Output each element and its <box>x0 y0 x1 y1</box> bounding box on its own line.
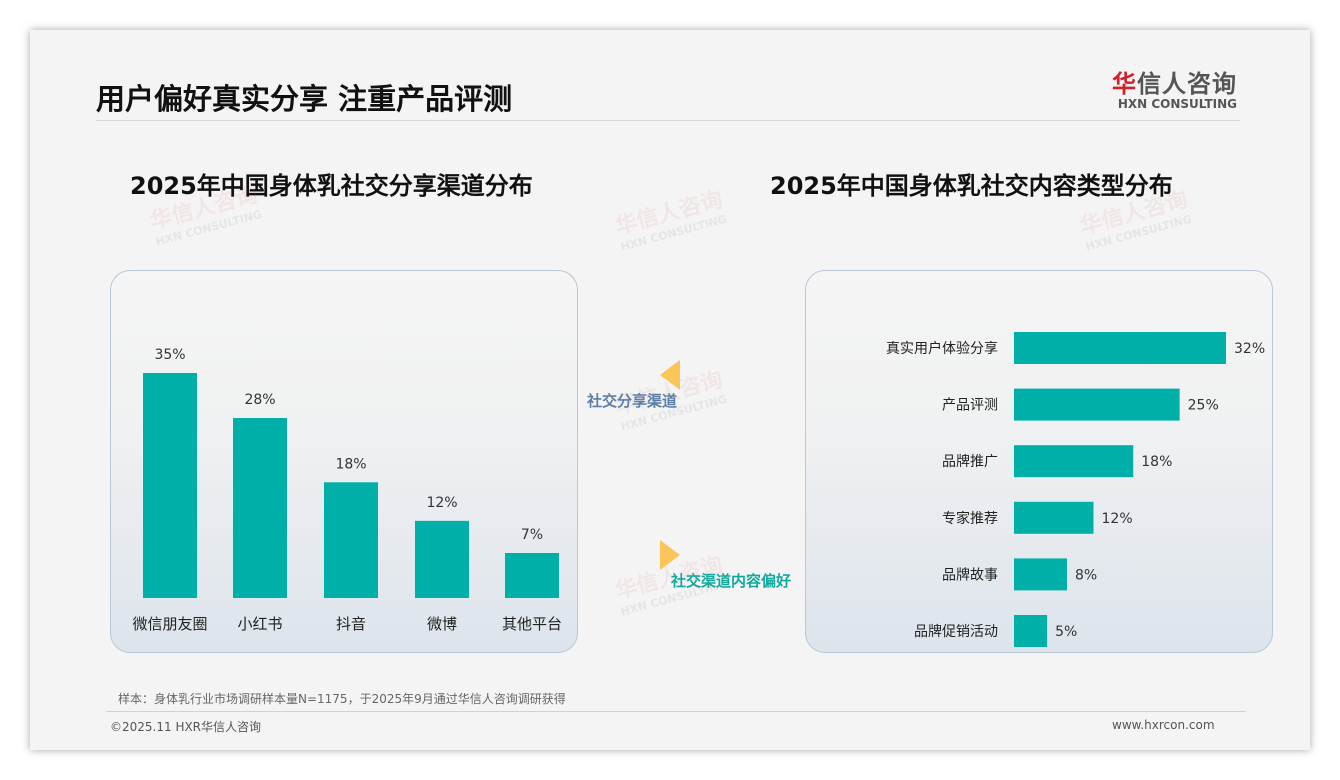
data-label: 35% <box>154 347 185 363</box>
data-label: 12% <box>1102 511 1133 527</box>
page-title: 用户偏好真实分享 注重产品评测 <box>96 82 513 116</box>
watermark: 华信人咨询 HXN CONSULTING <box>612 187 729 254</box>
left-arrow-label: 社交分享渠道 <box>587 392 678 410</box>
bar <box>233 418 287 598</box>
category-label: 抖音 <box>336 615 366 633</box>
data-label: 25% <box>1188 398 1219 414</box>
right-bar-chart: 32% 真实用户体验分享 25% 产品评测 18% 品牌推广 12% 专家推荐 8% 品牌故事 5%… <box>886 332 1265 647</box>
footer-divider <box>106 711 1246 712</box>
category-label: 微博 <box>427 615 457 633</box>
logo-brand: 华 <box>1112 70 1137 98</box>
logo-en: HXN CONSULTING <box>1117 97 1237 111</box>
left-chart-panel: 35% 微信朋友圈 28% 小红书 18% 抖音 12% 微博 7% 其他平台 <box>110 270 578 653</box>
left-chart-title: 2025年中国身体乳社交分享渠道分布 <box>130 172 533 200</box>
copyright: ©2025.11 HXR华信人咨询 <box>110 720 262 734</box>
logo-text: 信人咨询 <box>1137 70 1237 98</box>
arrow-left-icon <box>660 360 680 390</box>
left-bar-chart: 35% 微信朋友圈 28% 小红书 18% 抖音 12% 微博 7% 其他平台 <box>132 347 562 633</box>
right-chart-panel: 32% 真实用户体验分享 25% 产品评测 18% 品牌推广 12% 专家推荐 8% 品牌故事 5%… <box>805 270 1273 653</box>
bar <box>1014 558 1067 591</box>
bar <box>143 373 197 598</box>
divider <box>96 120 1240 121</box>
data-label: 28% <box>244 392 275 408</box>
bar <box>1014 615 1048 647</box>
category-label: 品牌促销活动 <box>914 623 998 640</box>
website-link[interactable]: www.hxrcon.com <box>1112 718 1215 732</box>
category-label: 产品评测 <box>942 398 998 414</box>
category-label: 专家推荐 <box>942 510 998 527</box>
data-label: 18% <box>335 456 366 472</box>
bar <box>1014 501 1094 534</box>
logo: 华信人咨询 HXN CONSULTING <box>1112 64 1237 111</box>
bar <box>1014 445 1134 478</box>
right-arrow-label: 社交渠道内容偏好 <box>671 572 792 590</box>
right-chart-title: 2025年中国身体乳社交内容类型分布 <box>770 172 1173 200</box>
bar <box>415 520 469 598</box>
data-label: 12% <box>426 495 457 511</box>
category-label: 品牌故事 <box>942 566 998 583</box>
bar <box>505 553 559 598</box>
bar <box>1014 332 1226 364</box>
data-label: 32% <box>1234 341 1265 357</box>
slide: 用户偏好真实分享 注重产品评测 华信人咨询 HXN CONSULTING 202… <box>30 30 1310 750</box>
data-label: 8% <box>1075 567 1097 583</box>
category-label: 小红书 <box>237 615 282 633</box>
category-label: 其他平台 <box>502 615 562 633</box>
arrow-right-icon <box>660 540 680 570</box>
sample-note: 样本：身体乳行业市场调研样本量N=1175，于2025年9月通过华信人咨询调研获… <box>118 692 566 706</box>
bar <box>1014 388 1180 421</box>
data-label: 7% <box>521 527 543 543</box>
category-label: 真实用户体验分享 <box>886 340 998 357</box>
data-label: 5% <box>1055 624 1077 640</box>
bar <box>324 482 378 598</box>
category-label: 品牌推广 <box>942 453 998 470</box>
category-label: 微信朋友圈 <box>132 615 207 633</box>
data-label: 18% <box>1141 454 1172 470</box>
